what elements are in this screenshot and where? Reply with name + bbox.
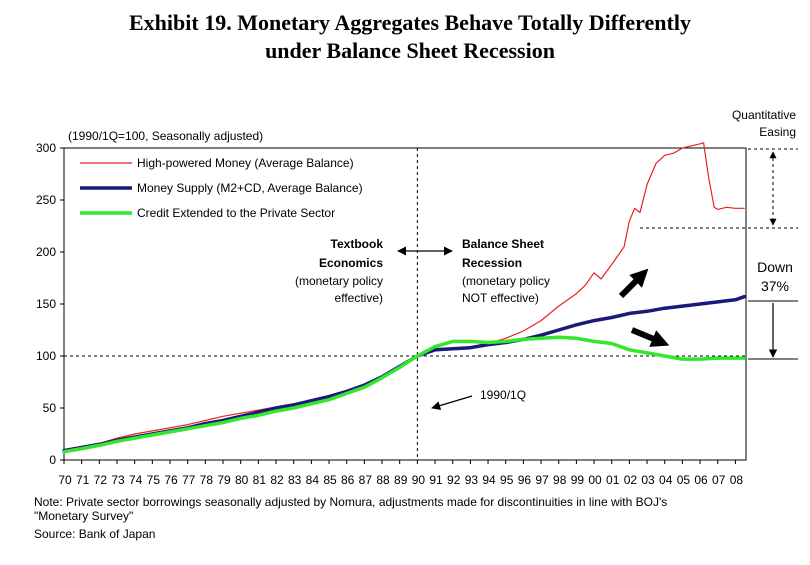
note-line1: Note: Private sector borrowings seasonal… bbox=[34, 495, 667, 509]
x-tick-label: 92 bbox=[447, 473, 461, 487]
x-tick-label: 05 bbox=[677, 473, 691, 487]
x-tick-label: 02 bbox=[624, 473, 638, 487]
x-tick-label: 99 bbox=[571, 473, 585, 487]
bsr-line1: Balance Sheet bbox=[462, 237, 544, 251]
x-tick-label: 73 bbox=[111, 473, 125, 487]
legend: High-powered Money (Average Balance) Mon… bbox=[80, 156, 363, 220]
series-cr-line bbox=[62, 335, 746, 454]
bsr-line4: NOT effective) bbox=[462, 291, 539, 305]
y-tick-label: 0 bbox=[49, 453, 56, 467]
x-tick-label: 06 bbox=[694, 473, 708, 487]
up-arrow bbox=[618, 268, 649, 299]
y-tick-label: 300 bbox=[36, 141, 56, 155]
x-tick-label: 83 bbox=[288, 473, 302, 487]
x-tick-label: 01 bbox=[606, 473, 620, 487]
y-axis: 0 50 100 150 200 250 300 bbox=[36, 141, 64, 467]
x-tick-label: 84 bbox=[306, 473, 320, 487]
y-tick-label: 250 bbox=[36, 193, 56, 207]
textbook-line4: effective) bbox=[335, 291, 383, 305]
bsr-line3: (monetary policy bbox=[462, 274, 550, 288]
textbook-annotation: Textbook Economics (monetary policy effe… bbox=[295, 237, 383, 305]
textbook-line2: Economics bbox=[319, 256, 383, 270]
y-tick-label: 50 bbox=[43, 401, 57, 415]
x-tick-label: 89 bbox=[394, 473, 408, 487]
qe-label-line1: Quantitative bbox=[732, 108, 796, 122]
x-axis: 70 71 72 73 74 75 76 77 78 79 80 81 82 83 84 85 86 87 88 89… bbox=[58, 460, 743, 487]
x-tick-label: 04 bbox=[659, 473, 673, 487]
x-tick-label: 03 bbox=[641, 473, 655, 487]
y-tick-label: 100 bbox=[36, 349, 56, 363]
x-tick-label: 72 bbox=[94, 473, 108, 487]
chart-title-line1: Exhibit 19. Monetary Aggregates Behave T… bbox=[129, 10, 691, 35]
x-tick-label: 70 bbox=[58, 473, 72, 487]
down-label-line1: Down bbox=[757, 259, 793, 275]
x-tick-label: 75 bbox=[147, 473, 161, 487]
x-tick-label: 76 bbox=[164, 473, 178, 487]
legend-ms-label: Money Supply (M2+CD, Average Balance) bbox=[137, 181, 363, 195]
series-ms-line bbox=[62, 294, 746, 453]
series-hp-line bbox=[63, 142, 745, 451]
q1990-arrow bbox=[431, 395, 473, 411]
x-tick-label: 71 bbox=[76, 473, 90, 487]
x-tick-label: 96 bbox=[518, 473, 532, 487]
y-tick-label: 150 bbox=[36, 297, 56, 311]
legend-hp-label: High-powered Money (Average Balance) bbox=[137, 156, 354, 170]
x-tick-label: 81 bbox=[253, 473, 267, 487]
bsr-annotation: Balance Sheet Recession (monetary policy… bbox=[462, 237, 550, 305]
x-tick-label: 00 bbox=[588, 473, 602, 487]
q1990-label: 1990/1Q bbox=[480, 388, 526, 402]
series-lines bbox=[62, 142, 746, 454]
down-arrow bbox=[630, 327, 670, 347]
x-tick-label: 97 bbox=[535, 473, 549, 487]
textbook-line3: (monetary policy bbox=[295, 274, 383, 288]
source-line: Source: Bank of Japan bbox=[34, 527, 155, 541]
bsr-line2: Recession bbox=[462, 256, 522, 270]
x-tick-label: 95 bbox=[500, 473, 514, 487]
y-tick-label: 200 bbox=[36, 245, 56, 259]
x-tick-label: 74 bbox=[129, 473, 143, 487]
chart-title-line2: under Balance Sheet Recession bbox=[265, 38, 555, 63]
down-label-line2: 37% bbox=[761, 278, 789, 294]
note-line2: "Monetary Survey" bbox=[34, 509, 133, 523]
x-tick-label: 90 bbox=[412, 473, 426, 487]
x-tick-label: 78 bbox=[200, 473, 214, 487]
legend-cr-label: Credit Extended to the Private Sector bbox=[137, 206, 335, 220]
x-tick-label: 80 bbox=[235, 473, 249, 487]
x-tick-label: 77 bbox=[182, 473, 196, 487]
x-tick-label: 85 bbox=[323, 473, 337, 487]
x-tick-label: 88 bbox=[376, 473, 390, 487]
reference-lines bbox=[64, 148, 746, 460]
x-tick-label: 87 bbox=[359, 473, 373, 487]
x-tick-label: 93 bbox=[465, 473, 479, 487]
x-tick-label: 94 bbox=[482, 473, 496, 487]
x-tick-label: 98 bbox=[553, 473, 567, 487]
x-tick-label: 79 bbox=[217, 473, 231, 487]
x-tick-label: 07 bbox=[712, 473, 726, 487]
x-tick-label: 86 bbox=[341, 473, 355, 487]
x-tick-label: 91 bbox=[429, 473, 443, 487]
qe-label-line2: Easing bbox=[759, 125, 796, 139]
textbook-line1: Textbook bbox=[331, 237, 384, 251]
x-tick-label: 08 bbox=[730, 473, 744, 487]
unit-note: (1990/1Q=100, Seasonally adjusted) bbox=[68, 129, 263, 143]
x-tick-label: 82 bbox=[270, 473, 284, 487]
